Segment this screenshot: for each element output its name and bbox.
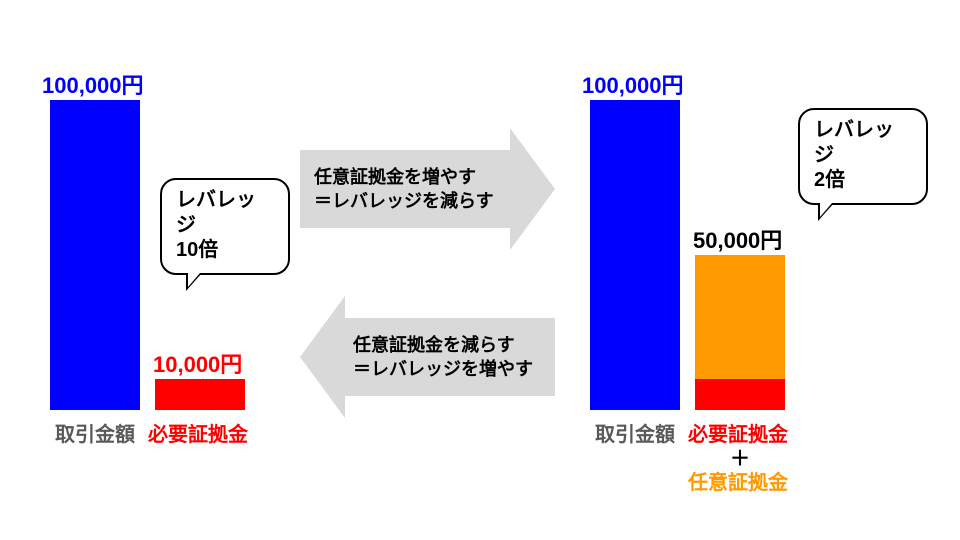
right-leverage-bubble: レバレッジ 2倍	[798, 108, 928, 205]
right-trade-bar	[590, 100, 680, 410]
bubble-line: 10倍	[176, 238, 274, 263]
arrow-text-line: ＝レバレッジを増やす	[353, 357, 533, 381]
left-margin-bar	[155, 379, 245, 410]
right-margin-required-bar	[695, 379, 785, 410]
left-margin-value: 10,000円	[153, 347, 242, 379]
left-trade-value: 100,000円	[42, 68, 144, 100]
arrow-increase-margin: 任意証拠金を増やす ＝レバレッジを減らす	[300, 128, 555, 250]
arrow-text: 任意証拠金を減らす ＝レバレッジを増やす	[353, 333, 533, 382]
left-margin-axis-label: 必要証拠金	[148, 418, 248, 447]
right-margin-optional-bar	[695, 255, 785, 379]
bubble-line: レバレッジ	[176, 188, 274, 238]
arrow-text-line: ＝レバレッジを減らす	[314, 189, 494, 213]
arrow-text-line: 任意証拠金を減らす	[353, 333, 533, 357]
leverage-infographic: 100,000円 取引金額 10,000円 必要証拠金 レバレッジ 10倍 任意…	[0, 0, 960, 540]
left-trade-axis-label: 取引金額	[55, 418, 135, 447]
bubble-line: 2倍	[814, 168, 912, 193]
arrow-text: 任意証拠金を増やす ＝レバレッジを減らす	[314, 165, 494, 214]
left-leverage-bubble: レバレッジ 10倍	[160, 178, 290, 275]
arrow-text-line: 任意証拠金を増やす	[314, 165, 494, 189]
arrow-decrease-margin: 任意証拠金を減らす ＝レバレッジを増やす	[300, 296, 555, 418]
right-margin-axis-optional: 任意証拠金	[688, 466, 788, 495]
bubble-line: レバレッジ	[814, 118, 912, 168]
right-margin-top-value: 50,000円	[693, 223, 782, 255]
left-trade-bar	[50, 100, 140, 410]
right-trade-axis-label: 取引金額	[595, 418, 675, 447]
right-trade-value: 100,000円	[582, 68, 684, 100]
